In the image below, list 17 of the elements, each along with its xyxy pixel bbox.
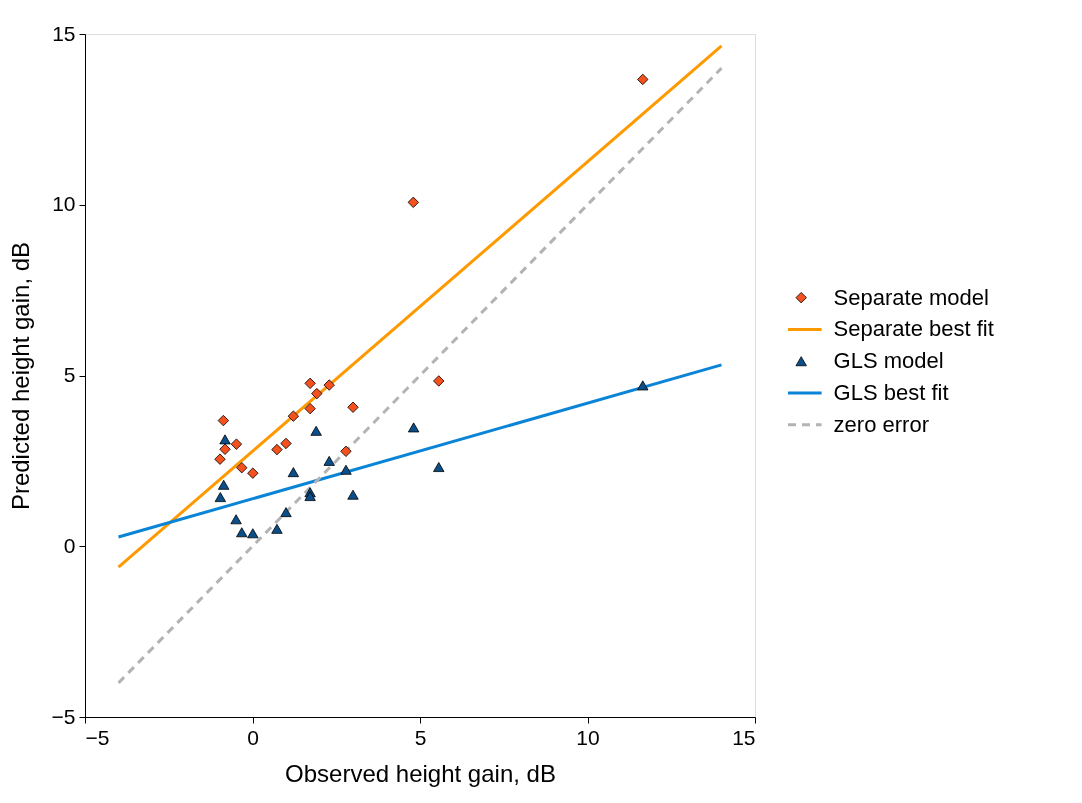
- x-tick-label: 5: [414, 725, 427, 749]
- y-tick-label: 10: [52, 192, 76, 216]
- x-tick-label: 10: [576, 725, 600, 749]
- legend-label: zero error: [833, 411, 929, 437]
- y-tick-label: 0: [63, 533, 76, 557]
- legend-label: Separate model: [833, 284, 989, 310]
- legend-label: Separate best fit: [833, 316, 994, 342]
- x-tick-label: 15: [732, 725, 756, 749]
- y-tick-label: 15: [52, 21, 76, 45]
- y-axis-title: Predicted height gain, dB: [6, 241, 34, 511]
- x-tick-label: −5: [85, 725, 110, 749]
- x-axis-title: Observed height gain, dB: [285, 759, 556, 787]
- x-tick-label: 0: [247, 725, 259, 749]
- legend-label: GLS model: [833, 348, 944, 374]
- legend-label: GLS best fit: [833, 379, 949, 405]
- y-tick-label: −5: [51, 704, 76, 728]
- y-tick-label: 5: [63, 363, 76, 386]
